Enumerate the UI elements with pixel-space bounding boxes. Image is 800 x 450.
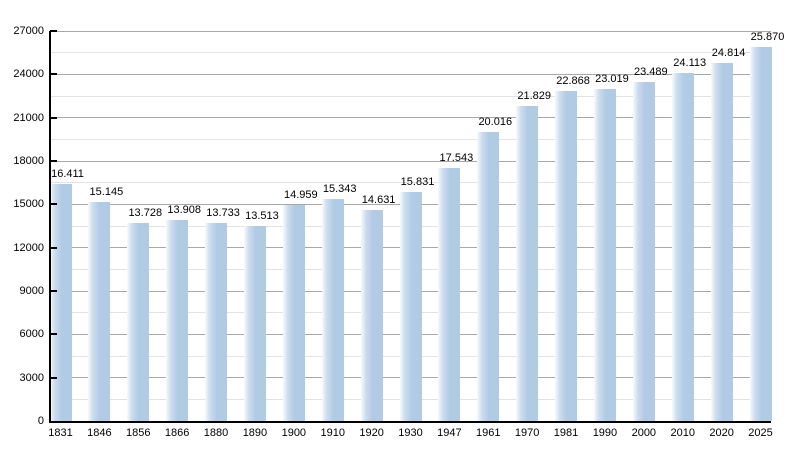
x-tick-label: 2000 (631, 427, 657, 439)
bar-value-label: 24.814 (711, 46, 746, 59)
y-tick-label: 24000 (13, 68, 44, 81)
y-axis-tick (50, 290, 57, 292)
x-tick-label: 1846 (87, 427, 112, 439)
y-axis-tick (50, 116, 57, 119)
bar (593, 88, 616, 421)
major-gridline (50, 73, 771, 75)
x-tick-label: 1910 (320, 427, 345, 439)
bar-value-label: 16.411 (51, 167, 84, 180)
bar (321, 199, 344, 421)
x-tick-label: 1961 (476, 427, 501, 439)
bar (360, 209, 383, 421)
bar-value-label: 25.870 (750, 31, 785, 44)
bar (477, 131, 500, 421)
bar (243, 225, 266, 421)
bar (205, 222, 228, 421)
bar (749, 47, 772, 421)
bar-value-label: 15.343 (322, 183, 357, 196)
x-tick-label: 1930 (398, 427, 423, 439)
minor-gridline (50, 182, 771, 184)
bar-value-label: 13.908 (167, 204, 201, 217)
x-tick-label: 2020 (709, 427, 734, 439)
bar-value-label: 23.019 (595, 72, 629, 85)
y-axis-line (49, 31, 51, 423)
bar (166, 220, 189, 421)
x-tick-label: 2025 (748, 427, 773, 439)
y-axis-tick (50, 73, 57, 76)
bar (282, 204, 305, 421)
x-tick-label: 1831 (48, 427, 73, 439)
bar (516, 105, 539, 421)
y-tick-label: 3000 (19, 371, 44, 384)
y-axis-tick (50, 376, 57, 379)
bar (632, 81, 655, 421)
y-tick-label: 0 (37, 415, 44, 427)
bar (399, 192, 422, 421)
y-tick-label: 18000 (13, 155, 44, 167)
x-tick-label: 1970 (514, 427, 540, 439)
bar-value-label: 23.489 (634, 65, 668, 78)
bar (555, 90, 578, 421)
x-tick-label: 1866 (164, 427, 190, 439)
x-tick-label: 1990 (592, 427, 618, 439)
x-tick-label: 1920 (359, 427, 384, 439)
bar-value-label: 20.016 (478, 115, 513, 128)
minor-gridline (50, 138, 771, 140)
y-axis-tick (50, 160, 57, 162)
y-axis-tick (50, 30, 57, 32)
bar-value-label: 13.733 (206, 206, 240, 219)
minor-gridline (50, 95, 771, 97)
bar (127, 222, 150, 421)
major-gridline (50, 30, 771, 32)
y-tick-label: 6000 (19, 328, 44, 341)
bar-value-label: 17.543 (439, 151, 474, 164)
bar-value-label: 24.113 (673, 56, 707, 69)
y-tick-label: 27000 (13, 25, 44, 37)
bar (88, 202, 111, 421)
bar-value-label: 15.145 (89, 186, 124, 199)
bar-value-label: 13.513 (245, 209, 279, 222)
bar (49, 183, 72, 421)
bar-value-label: 14.631 (361, 193, 396, 206)
x-tick-label: 1900 (281, 427, 307, 439)
bar-value-label: 15.831 (400, 176, 435, 189)
bar (438, 167, 461, 421)
x-tick-label: 1890 (242, 427, 268, 439)
y-axis-tick (50, 333, 57, 336)
y-tick-label: 12000 (13, 241, 44, 254)
x-axis-line (49, 421, 771, 423)
bar (671, 72, 694, 421)
bar-value-label: 13.728 (128, 206, 163, 219)
x-tick-label: 1880 (203, 427, 229, 439)
minor-gridline (50, 52, 771, 54)
y-axis-tick (50, 203, 57, 206)
y-tick-label: 15000 (13, 198, 44, 211)
bar-value-label: 14.959 (284, 188, 318, 201)
bar-value-label: 22.868 (556, 74, 590, 87)
y-tick-label: 21000 (13, 111, 44, 124)
x-tick-label: 1947 (437, 427, 462, 439)
x-tick-label: 1856 (126, 427, 151, 439)
x-tick-label: 2010 (670, 427, 695, 439)
major-gridline (50, 117, 771, 119)
bar (710, 62, 733, 421)
major-gridline (50, 160, 771, 162)
x-tick-label: 1981 (553, 427, 579, 439)
bar-value-label: 21.829 (517, 89, 551, 102)
y-axis-tick (50, 246, 57, 249)
y-tick-label: 9000 (19, 285, 44, 297)
